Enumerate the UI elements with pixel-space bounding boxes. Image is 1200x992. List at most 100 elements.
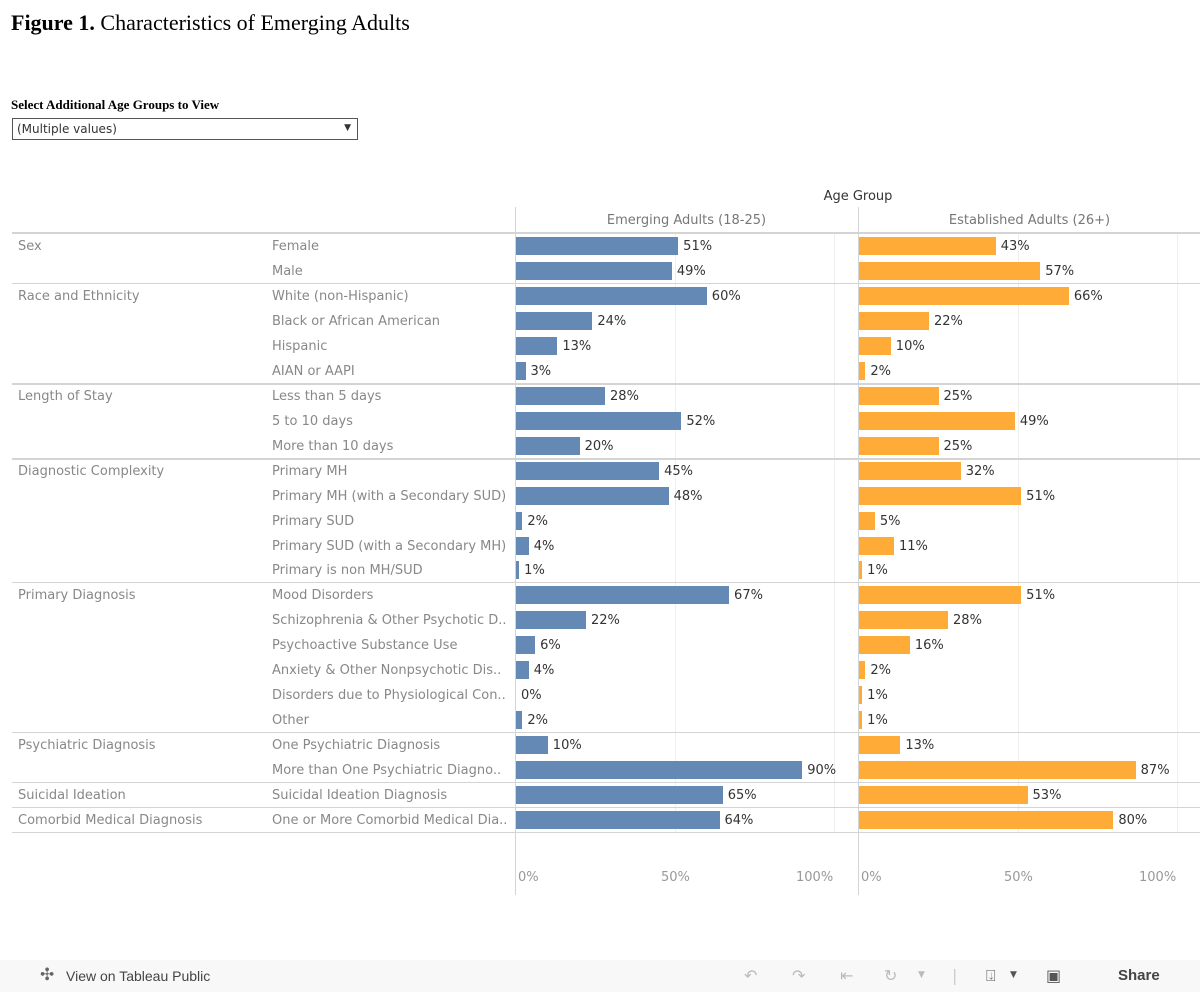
x-tick-label: 100% bbox=[1139, 870, 1177, 885]
bar-emerging[interactable] bbox=[516, 586, 730, 605]
bar-established[interactable] bbox=[859, 311, 929, 330]
bar-emerging[interactable] bbox=[516, 237, 679, 255]
bar-emerging[interactable] bbox=[516, 386, 606, 405]
refresh-icon[interactable]: ↻ bbox=[884, 966, 898, 985]
data-label: 66% bbox=[1073, 288, 1103, 304]
bar-established[interactable] bbox=[859, 536, 894, 555]
data-label: 51% bbox=[1026, 588, 1056, 604]
fullscreen-icon[interactable]: ▣ bbox=[1046, 966, 1062, 985]
bar-emerging[interactable] bbox=[516, 486, 669, 505]
group-label: Comorbid Medical Diagnosis bbox=[18, 813, 203, 829]
bar-emerging[interactable] bbox=[516, 511, 523, 530]
age-group-filter-dropdown[interactable]: (Multiple values) ▼ bbox=[12, 118, 358, 140]
bar-emerging[interactable] bbox=[516, 661, 529, 680]
bar-emerging[interactable] bbox=[516, 736, 548, 755]
x-tick-label: 50% bbox=[661, 870, 690, 885]
bar-established[interactable] bbox=[859, 636, 910, 655]
data-label: 10% bbox=[552, 738, 582, 754]
refresh-dropdown-icon[interactable]: ▼ bbox=[918, 970, 925, 980]
gridline bbox=[675, 234, 676, 834]
bar-emerging[interactable] bbox=[516, 436, 580, 455]
bar-established[interactable] bbox=[859, 761, 1136, 780]
data-label: 57% bbox=[1045, 263, 1075, 279]
group-separator bbox=[12, 782, 1200, 784]
bar-emerging[interactable] bbox=[516, 611, 586, 630]
bar-established[interactable] bbox=[859, 261, 1041, 280]
data-label: 10% bbox=[895, 338, 925, 354]
bar-emerging[interactable] bbox=[516, 311, 593, 330]
bar-emerging[interactable] bbox=[516, 636, 536, 655]
bar-established[interactable] bbox=[859, 286, 1069, 305]
group-label: Primary Diagnosis bbox=[18, 588, 136, 604]
bar-established[interactable] bbox=[859, 511, 875, 530]
bar-established[interactable] bbox=[859, 686, 863, 705]
data-label: 28% bbox=[610, 388, 639, 404]
bar-established[interactable] bbox=[859, 461, 961, 480]
bar-emerging[interactable] bbox=[516, 286, 707, 305]
category-label: One or More Comorbid Medical Dia.. bbox=[272, 813, 508, 829]
bar-emerging[interactable] bbox=[516, 411, 682, 430]
bar-established[interactable] bbox=[859, 237, 996, 255]
data-label: 51% bbox=[1026, 488, 1056, 504]
category-label: Suicidal Ideation Diagnosis bbox=[272, 788, 448, 804]
x-tick-label: 0% bbox=[518, 870, 539, 885]
group-label: Diagnostic Complexity bbox=[18, 463, 165, 479]
bar-established[interactable] bbox=[859, 786, 1028, 805]
group-separator bbox=[12, 732, 1200, 734]
download-dropdown-icon[interactable]: ▼ bbox=[1010, 970, 1017, 980]
category-label: More than 10 days bbox=[272, 438, 394, 454]
group-separator bbox=[12, 582, 1200, 584]
group-separator bbox=[12, 832, 1200, 834]
bar-emerging[interactable] bbox=[516, 711, 523, 730]
data-label: 64% bbox=[724, 813, 754, 829]
bar-established[interactable] bbox=[859, 711, 863, 730]
bar-established[interactable] bbox=[859, 336, 891, 355]
data-label: 80% bbox=[1118, 813, 1148, 829]
bar-emerging[interactable] bbox=[516, 786, 723, 805]
data-label: 1% bbox=[867, 688, 888, 704]
bar-established[interactable] bbox=[859, 661, 866, 680]
data-label: 87% bbox=[1140, 763, 1170, 779]
bar-emerging[interactable] bbox=[516, 261, 672, 280]
data-label: 53% bbox=[1032, 788, 1062, 804]
bar-emerging[interactable] bbox=[516, 536, 529, 555]
bar-emerging[interactable] bbox=[516, 811, 720, 830]
group-separator bbox=[12, 282, 1200, 284]
redo-icon[interactable]: ↷ bbox=[792, 966, 806, 985]
view-on-tableau-link[interactable]: View on Tableau Public bbox=[66, 968, 211, 984]
bar-established[interactable] bbox=[859, 586, 1022, 605]
column-header-established: Established Adults (26+) bbox=[948, 213, 1111, 228]
group-separator bbox=[12, 457, 1200, 460]
bar-established[interactable] bbox=[859, 611, 949, 630]
bar-established[interactable] bbox=[859, 386, 939, 405]
bar-established[interactable] bbox=[859, 486, 1022, 505]
undo-icon[interactable]: ↶ bbox=[744, 966, 758, 985]
data-label: 90% bbox=[807, 763, 837, 779]
data-label: 13% bbox=[562, 338, 592, 354]
bar-emerging[interactable] bbox=[516, 561, 520, 580]
bar-established[interactable] bbox=[859, 736, 901, 755]
category-label: 5 to 10 days bbox=[272, 413, 353, 429]
bar-emerging[interactable] bbox=[516, 361, 526, 380]
data-label: 13% bbox=[905, 738, 935, 754]
group-label: Suicidal Ideation bbox=[18, 788, 126, 804]
data-label: 4% bbox=[533, 538, 555, 554]
data-label: 32% bbox=[965, 463, 995, 479]
tableau-toolbar: ✣ View on Tableau Public ↶ ↷ ⇤ ↻ ▼ | ⍗ ▼… bbox=[0, 960, 1200, 992]
data-label: 5% bbox=[879, 513, 901, 529]
bar-established[interactable] bbox=[859, 811, 1114, 830]
bar-established[interactable] bbox=[859, 361, 866, 380]
category-label: One Psychiatric Diagnosis bbox=[272, 738, 441, 754]
data-label: 52% bbox=[686, 413, 716, 429]
group-label: Length of Stay bbox=[18, 388, 113, 404]
category-label: Disorders due to Physiological Con.. bbox=[272, 688, 506, 704]
bar-established[interactable] bbox=[859, 436, 939, 455]
bar-emerging[interactable] bbox=[516, 461, 660, 480]
bar-established[interactable] bbox=[859, 561, 863, 580]
revert-icon[interactable]: ⇤ bbox=[840, 966, 854, 985]
share-button[interactable]: Share bbox=[1118, 967, 1160, 984]
download-icon[interactable]: ⍗ bbox=[986, 966, 996, 985]
bar-established[interactable] bbox=[859, 411, 1015, 430]
bar-emerging[interactable] bbox=[516, 761, 803, 780]
bar-emerging[interactable] bbox=[516, 336, 558, 355]
